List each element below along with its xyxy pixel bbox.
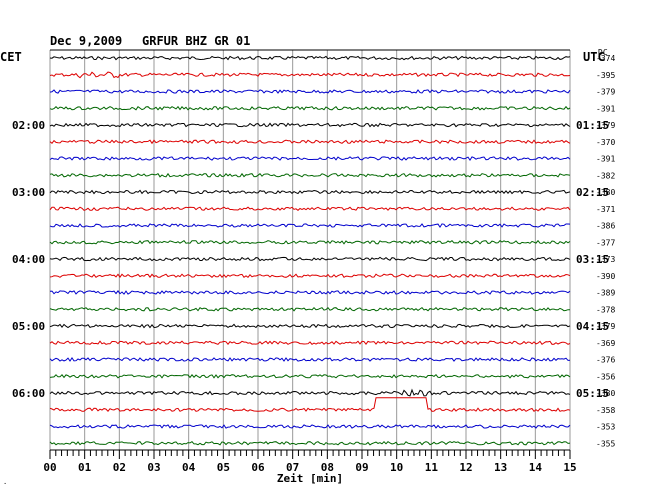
dc-offset-label: -370 <box>596 138 615 147</box>
dc-offset-label: -379 <box>596 88 615 97</box>
dc-offset-label: -379 <box>596 121 615 130</box>
hour-label-right: 05:15 <box>576 387 609 400</box>
dc-offset-label: -356 <box>596 372 615 381</box>
x-axis-label: Zeit [min] <box>277 472 343 485</box>
dc-offset-label: -369 <box>596 339 615 348</box>
chart-date: Dec 9,2009 <box>50 34 122 48</box>
x-tick-label: 15 <box>563 461 576 474</box>
x-tick-label: 00 <box>43 461 56 474</box>
trace-line <box>49 290 571 295</box>
corner-mark: . <box>3 478 7 486</box>
hour-label-right: 04:15 <box>576 320 609 333</box>
trace-group <box>49 55 571 446</box>
dc-offset-label: -358 <box>596 406 615 415</box>
dc-offset-label: -390 <box>596 272 615 281</box>
right-timezone-label: UTC <box>583 50 605 64</box>
dc-header-label: DC <box>598 48 608 57</box>
trace-line <box>49 223 571 229</box>
dc-offset-label: -377 <box>596 238 615 247</box>
dc-offset-label: -382 <box>596 171 615 180</box>
dc-offset-label: -374 <box>596 54 615 63</box>
x-tick-label: 11 <box>425 461 439 474</box>
dc-offset-labels: -374 -395 -379 -391 -379 -370 -391 -382 -380 -371… <box>596 54 615 448</box>
left-timezone-label: CET <box>0 50 22 64</box>
trace-line <box>49 256 571 262</box>
trace-line <box>49 273 571 279</box>
trace-line <box>49 71 571 79</box>
hour-labels: 02:00 01:15 03:00 02:15 04:00 03:15 05:00 04:15… <box>12 119 609 400</box>
trace-line <box>49 89 571 94</box>
dc-offset-label: -389 <box>596 289 615 298</box>
trace-line <box>49 397 571 413</box>
x-tick-label: 04 <box>182 461 196 474</box>
trace-line <box>49 105 571 111</box>
dc-offset-label: -380 <box>596 389 615 398</box>
trace-line <box>49 424 571 429</box>
x-tick-label: 13 <box>494 461 507 474</box>
dc-offset-label: -386 <box>596 222 615 231</box>
x-tick-label: 14 <box>529 461 543 474</box>
x-tick-label: 12 <box>459 461 472 474</box>
dc-offset-label: -373 <box>596 255 615 264</box>
chart-station: GRFUR BHZ GR 01 <box>142 34 250 48</box>
hour-label-left: 06:00 <box>12 387 45 400</box>
trace-line <box>49 172 571 178</box>
trace-line <box>49 189 571 195</box>
dc-offset-label: -371 <box>596 205 615 214</box>
dc-offset-label: -378 <box>596 305 615 314</box>
trace-line <box>49 55 571 61</box>
x-axis: 00 01 02 03 04 05 06 07 08 09 10 11 12 13 14 15 <box>43 449 577 474</box>
trace-line <box>49 306 570 312</box>
dc-offset-label: -380 <box>596 188 615 197</box>
hour-label-left: 04:00 <box>12 253 45 266</box>
trace-line <box>49 156 571 162</box>
trace-line <box>49 323 571 329</box>
trace-line <box>49 356 571 362</box>
x-tick-label: 10 <box>390 461 403 474</box>
dc-offset-label: -376 <box>596 356 615 365</box>
trace-line <box>49 239 571 245</box>
trace-line <box>49 206 571 211</box>
dc-offset-label: -353 <box>596 423 615 432</box>
x-tick-label: 09 <box>355 461 368 474</box>
x-tick-label: 01 <box>78 461 92 474</box>
hour-label-left: 02:00 <box>12 119 45 132</box>
x-tick-label: 03 <box>147 461 160 474</box>
trace-line <box>49 139 571 145</box>
x-tick-label: 05 <box>217 461 230 474</box>
trace-line <box>49 122 571 128</box>
dc-offset-label: -379 <box>596 322 615 331</box>
dc-offset-label: -395 <box>596 71 615 80</box>
trace-line <box>49 388 571 397</box>
dc-offset-label: -355 <box>596 439 615 448</box>
hour-label-left: 03:00 <box>12 186 45 199</box>
hour-label-right: 01:15 <box>576 119 609 132</box>
x-tick-label: 02 <box>113 461 126 474</box>
dc-offset-label: -391 <box>596 155 615 164</box>
trace-line <box>49 373 571 379</box>
x-tick-label: 07 <box>286 461 299 474</box>
dc-offset-label: -391 <box>596 104 615 113</box>
hour-label-right: 03:15 <box>576 253 609 266</box>
plot-grid <box>49 49 571 450</box>
trace-line <box>49 440 571 446</box>
hour-label-left: 05:00 <box>12 320 45 333</box>
x-tick-label: 08 <box>321 461 334 474</box>
hour-label-right: 02:15 <box>576 186 609 199</box>
trace-line <box>49 340 571 346</box>
x-tick-label: 06 <box>251 461 265 474</box>
